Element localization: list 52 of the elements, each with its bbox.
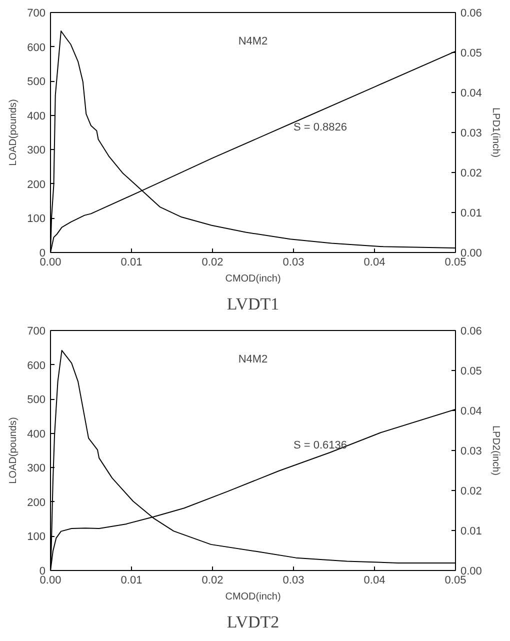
y-tick-label: 300 [27, 144, 46, 157]
annotation: N4M2 [238, 353, 268, 366]
y-tick-label: 500 [27, 76, 46, 88]
y2-tick-label: 0.06 [460, 326, 482, 338]
x-tick-label: 0.03 [282, 574, 304, 586]
x-tick-label: 0.05 [444, 574, 466, 586]
y-axis-title: LOAD(pounds) [8, 99, 20, 166]
y-tick-label: 300 [27, 462, 46, 475]
y-tick-label: 400 [27, 110, 46, 122]
x-axis-title: CMOD(inch) [225, 274, 281, 284]
x-tick-label: 0.02 [202, 574, 224, 586]
y-tick-label: 200 [27, 496, 46, 509]
y2-tick-label: 0.04 [460, 406, 482, 418]
x-tick-label: 0.05 [444, 256, 466, 268]
y2-tick-label: 0.05 [460, 366, 482, 378]
y-axis-title: LOAD(pounds) [8, 417, 20, 484]
text: LVDT1 [226, 294, 280, 314]
y2-tick-label: 0.04 [460, 88, 482, 100]
y2-tick-label: 0.02 [460, 168, 482, 180]
y-tick-label: 0 [39, 248, 46, 260]
x-tick-label: 0.04 [364, 256, 386, 268]
y-tick-label: 700 [27, 326, 46, 338]
annotation: S = 0.8826 [294, 122, 348, 134]
y2-tick-label: 0.06 [460, 8, 482, 20]
y-tick-label: 200 [27, 178, 46, 191]
y2-tick-label: 0.01 [460, 526, 482, 538]
x-tick-label: 0.01 [120, 256, 142, 268]
x-tick-label: 0.00 [40, 574, 62, 586]
annotation: N4M2 [238, 35, 268, 48]
y2-tick-label: 0.03 [460, 446, 482, 458]
y2-tick-label: 0.01 [460, 208, 482, 220]
y-tick-label: 600 [27, 42, 46, 54]
x-tick-label: 0.01 [120, 574, 142, 586]
y-tick-label: 0 [39, 566, 46, 578]
x-axis-title: CMOD(inch) [225, 592, 281, 602]
x-tick-label: 0.03 [282, 256, 304, 268]
y-tick-label: 100 [27, 531, 46, 544]
y-tick-label: 100 [27, 213, 46, 226]
y2-axis-title: LPD1(inch) [490, 107, 501, 158]
y2-tick-label: 0.02 [460, 486, 482, 498]
x-tick-label: 0.04 [364, 574, 386, 586]
y-tick-label: 500 [27, 394, 46, 406]
text: LVDT2 [226, 612, 280, 632]
y-tick-label: 400 [27, 428, 46, 440]
y-tick-label: 700 [27, 8, 46, 20]
x-tick-label: 0.02 [202, 256, 224, 268]
x-tick-label: 0.00 [40, 256, 62, 268]
annotation: S = 0.6136 [294, 440, 348, 452]
y2-tick-label: 0.03 [460, 128, 482, 140]
y2-axis-title: LPD2(inch) [490, 425, 501, 476]
y-tick-label: 600 [27, 360, 46, 372]
y2-tick-label: 0.05 [460, 48, 482, 60]
